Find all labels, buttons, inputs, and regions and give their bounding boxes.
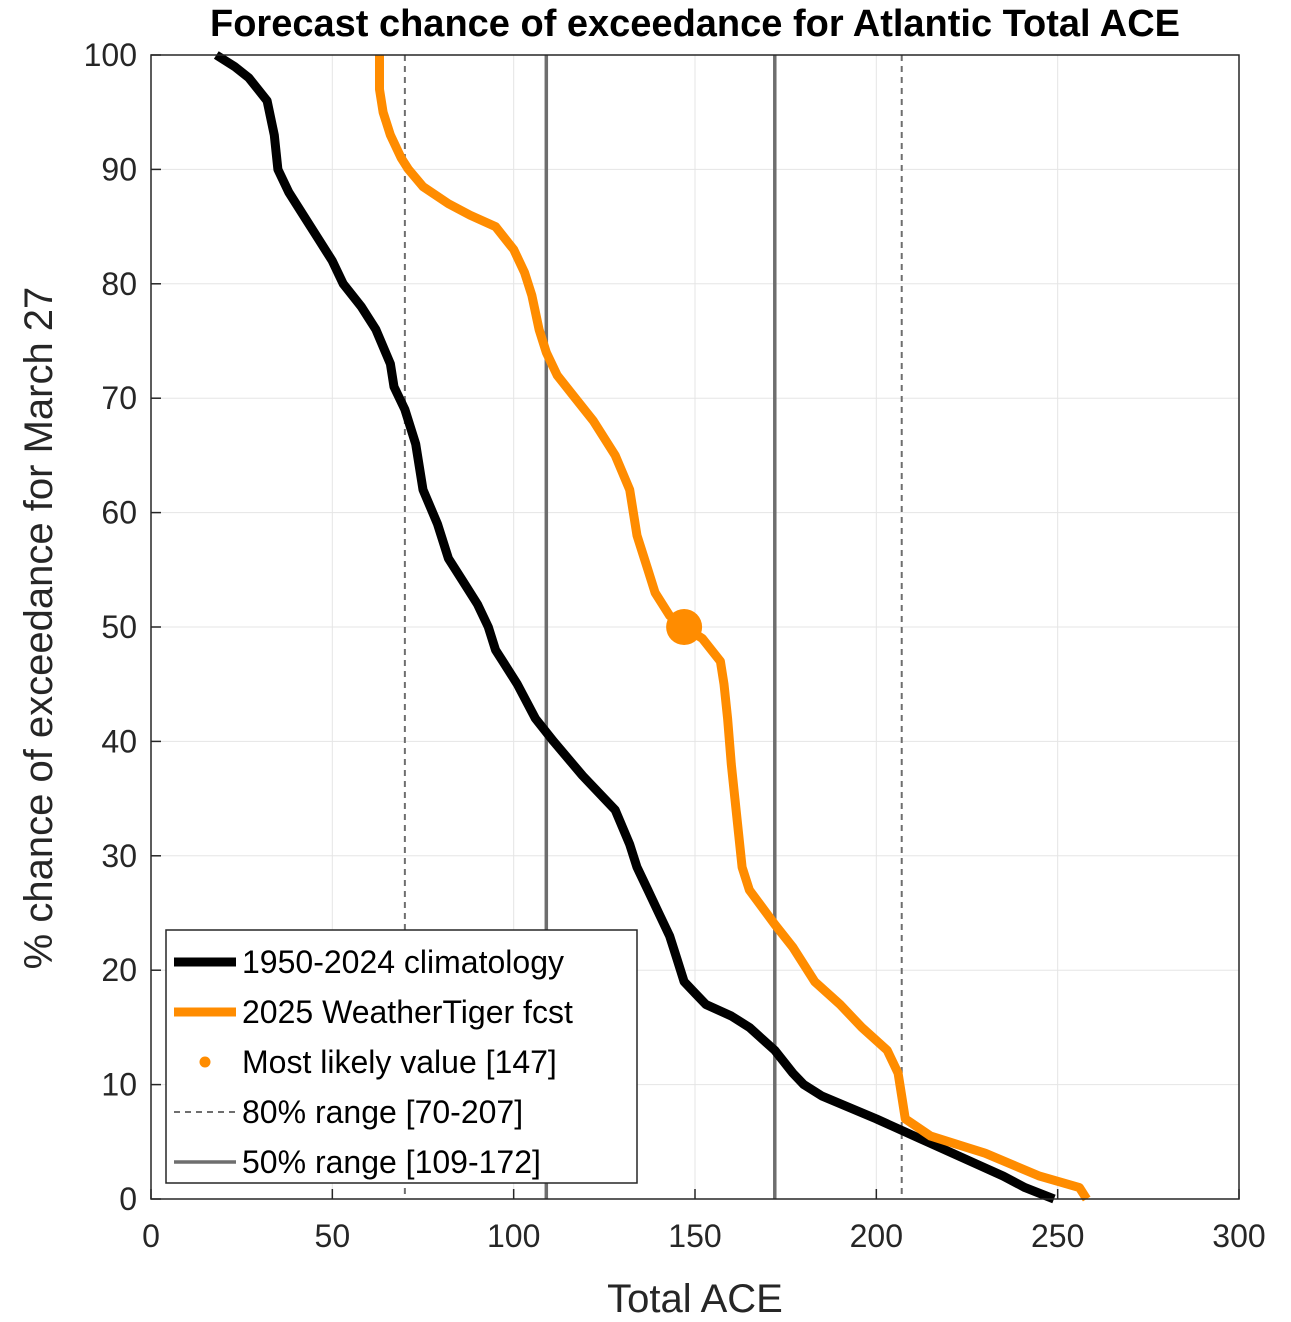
- most-likely-marker: [666, 609, 703, 645]
- legend-label-most_likely: Most likely value [147]: [242, 1044, 557, 1080]
- x-tick-label: 150: [668, 1218, 721, 1254]
- y-tick-label: 30: [101, 838, 137, 874]
- y-tick-label: 80: [101, 266, 137, 302]
- y-tick-label: 100: [84, 37, 137, 73]
- x-tick-label: 250: [1031, 1218, 1084, 1254]
- series-lines: [213, 51, 1091, 1204]
- y-tick-label: 40: [101, 723, 137, 759]
- x-tick-label: 200: [850, 1218, 903, 1254]
- y-axis-label: % chance of exceedance for March 27: [17, 287, 61, 970]
- y-tick-label: 70: [101, 380, 137, 416]
- x-tick-label: 100: [487, 1218, 540, 1254]
- x-axis-label: Total ACE: [607, 1277, 783, 1321]
- y-tick-label: 60: [101, 495, 137, 531]
- axis-ticks: 0 50 100 150 200 250 300 0 10 20 30 40 50 60 70 80 90 100: [84, 37, 1266, 1254]
- x-tick-label: 50: [315, 1218, 351, 1254]
- legend-label-range50: 50% range [109-172]: [242, 1144, 541, 1180]
- chart-title: Forecast chance of exceedance for Atlant…: [210, 3, 1180, 45]
- legend-swatch-most-likely: [199, 1056, 211, 1068]
- legend-label-forecast: 2025 WeatherTiger fcst: [242, 994, 573, 1030]
- legend-label-climatology: 1950-2024 climatology: [242, 944, 564, 980]
- y-tick-label: 20: [101, 952, 137, 988]
- y-tick-label: 90: [101, 151, 137, 187]
- y-tick-label: 10: [101, 1067, 137, 1103]
- legend-box: [165, 929, 638, 1184]
- y-tick-label: 0: [119, 1181, 137, 1217]
- legend: 1950-2024 climatology 2025 WeatherTiger f…: [165, 929, 638, 1184]
- climatology-line: [213, 51, 1056, 1204]
- x-tick-label: 0: [142, 1218, 160, 1254]
- legend-label-range80: 80% range [70-207]: [242, 1094, 523, 1130]
- x-tick-label: 300: [1212, 1218, 1265, 1254]
- y-tick-label: 50: [101, 609, 137, 645]
